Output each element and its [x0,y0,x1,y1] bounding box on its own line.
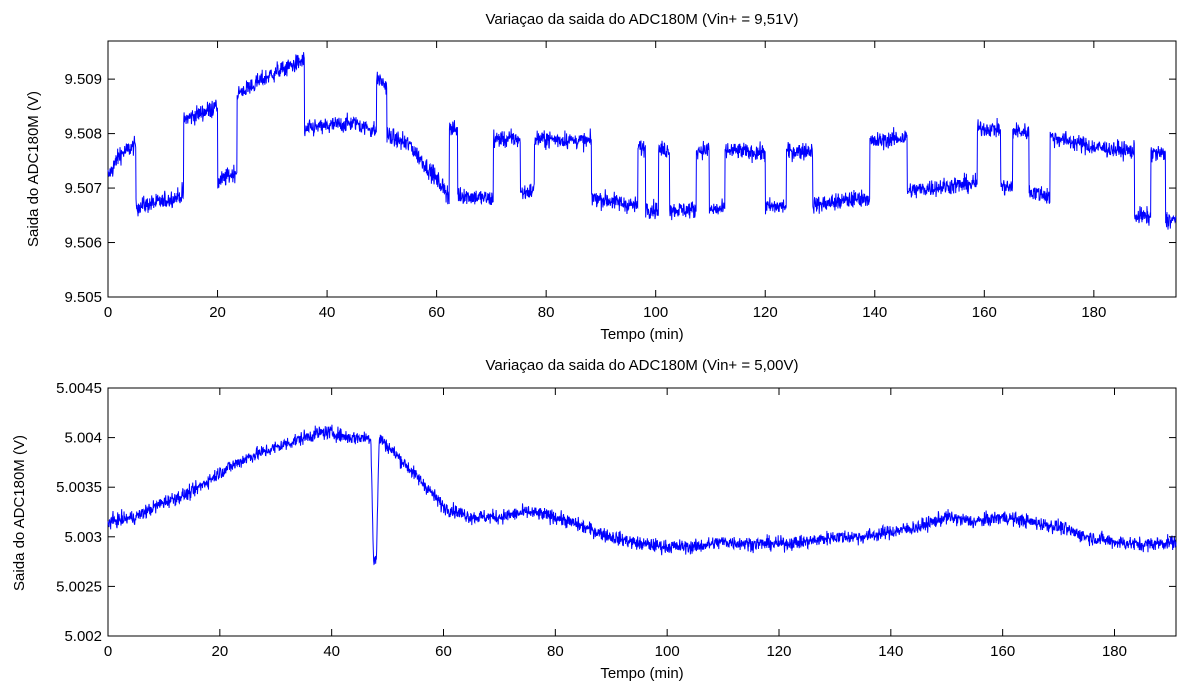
x-tick-label: 0 [104,304,112,321]
y-tick-label: 9.508 [64,126,102,143]
x-tick-label: 140 [862,304,887,321]
chart-bottom-ylabel: Saida do ADC180M (V) [11,435,28,591]
x-tick-label: 80 [538,304,555,321]
x-tick-label: 20 [209,304,226,321]
y-tick-label: 5.0025 [56,578,102,595]
x-tick-label: 180 [1102,643,1127,660]
y-tick-label: 9.505 [64,289,102,306]
x-tick-label: 180 [1081,304,1106,321]
chart-top-ylabel: Saida do ADC180M (V) [25,91,42,247]
x-tick-label: 120 [766,643,791,660]
y-tick-label: 5.004 [64,430,102,447]
chart-top-axes-box [107,40,1177,298]
y-tick-label: 5.0035 [56,479,102,496]
y-tick-label: 5.0045 [56,380,102,397]
chart-top-xlabel: Tempo (min) [600,326,683,343]
y-tick-label: 9.509 [64,71,102,88]
y-tick-label: 9.506 [64,235,102,252]
chart-bottom-xlabel: Tempo (min) [600,665,683,682]
chart-bottom: Variaçao da saida do ADC180M (Vin+ = 5,0… [11,357,1177,682]
chart-top-series-line [107,52,1177,230]
x-tick-label: 0 [104,643,112,660]
x-tick-label: 40 [323,643,340,660]
chart-bottom-series-line [107,424,1177,566]
chart-top-title: Variaçao da saida do ADC180M (Vin+ = 9,5… [486,11,799,28]
chart-top: Variaçao da saida do ADC180M (Vin+ = 9,5… [25,11,1177,343]
x-tick-label: 40 [319,304,336,321]
x-tick-label: 20 [211,643,228,660]
chart-bottom-axes-box [107,387,1177,637]
x-tick-label: 160 [990,643,1015,660]
x-tick-label: 140 [878,643,903,660]
chart-bottom-plot: 0 20 40 60 80 100 120 140 160 180 5.002 5.0025 5.003… [56,380,1177,660]
chart-top-plot: 0 20 40 60 80 100 120 140 160 180 9.505 9.506 9.507 9… [64,40,1177,321]
x-tick-label: 100 [643,304,668,321]
x-tick-label: 80 [547,643,564,660]
x-tick-label: 120 [753,304,778,321]
x-tick-label: 60 [428,304,445,321]
chart-bottom-title: Variaçao da saida do ADC180M (Vin+ = 5,0… [486,357,799,374]
x-tick-label: 160 [972,304,997,321]
y-tick-label: 5.003 [64,529,102,546]
y-tick-label: 5.002 [64,628,102,645]
x-tick-label: 60 [435,643,452,660]
y-tick-label: 9.507 [64,180,102,197]
x-tick-label: 100 [655,643,680,660]
